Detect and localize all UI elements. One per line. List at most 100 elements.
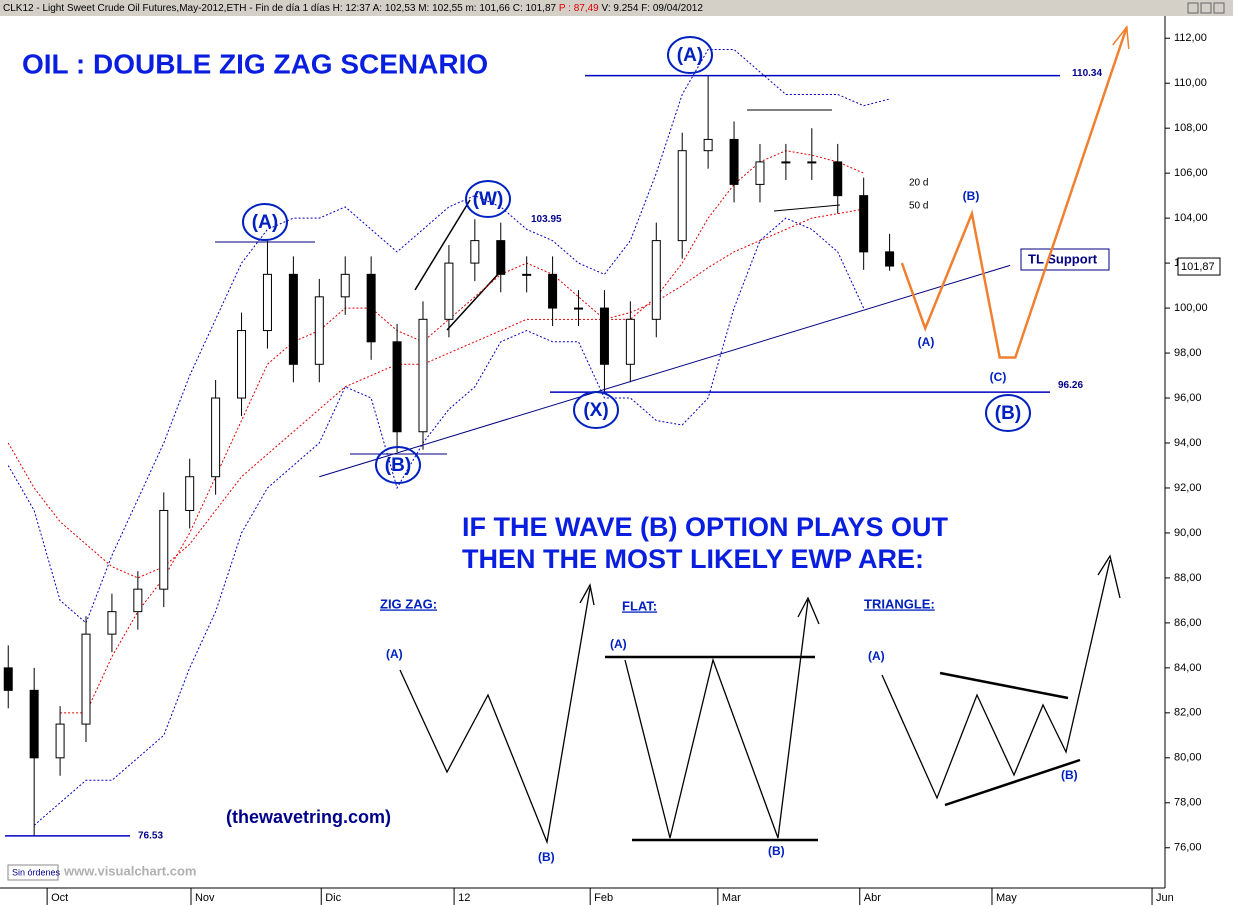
- x-tick-label: Jun: [1156, 892, 1174, 904]
- candle-body: [625, 318, 635, 365]
- candle-body: [574, 307, 584, 310]
- candle-body: [262, 273, 272, 332]
- y-tick-label: 80,00: [1174, 752, 1202, 764]
- candle-body: [807, 161, 817, 164]
- scenario-text: THEN THE MOST LIKELY EWP ARE:: [462, 544, 924, 574]
- y-tick-label: 84,00: [1174, 662, 1202, 674]
- candle-body: [548, 273, 558, 309]
- moving-average: [7, 208, 864, 579]
- level-label: 76.53: [138, 830, 163, 841]
- pattern-start: (A): [868, 649, 885, 663]
- pattern-start: (A): [386, 647, 403, 661]
- wave-circle: [465, 180, 511, 218]
- y-tick-label: 94,00: [1174, 437, 1202, 449]
- y-tick-label: 86,00: [1174, 617, 1202, 629]
- level-label: 96.26: [1058, 380, 1083, 391]
- pattern-sketches: [399, 554, 1121, 845]
- x-tick-label: Nov: [195, 892, 215, 904]
- wave-circle: [242, 203, 288, 241]
- wave-label: (X): [583, 400, 608, 421]
- candle-body: [107, 611, 117, 635]
- pattern-end: (B): [1061, 768, 1078, 782]
- credit: (thewavetring.com): [226, 807, 391, 827]
- candle-body: [133, 588, 143, 613]
- candle-body: [833, 161, 843, 197]
- x-tick-label: Feb: [594, 892, 613, 904]
- y-tick-label: 90,00: [1174, 527, 1202, 539]
- candle-body: [885, 251, 895, 267]
- x-tick-label: Dic: [325, 892, 341, 904]
- wave-circle: [375, 446, 421, 484]
- y-tick-label: 78,00: [1174, 797, 1202, 809]
- chart-title: OIL : DOUBLE ZIG ZAG SCENARIO: [22, 48, 488, 79]
- candle-body: [781, 161, 791, 164]
- y-tick-label: 96,00: [1174, 392, 1202, 404]
- y-tick-label: 100,00: [1174, 302, 1208, 314]
- pattern-title: TRIANGLE:: [864, 596, 935, 611]
- candle-body: [522, 273, 532, 276]
- scenario-text: IF THE WAVE (B) OPTION PLAYS OUT: [462, 512, 949, 542]
- x-tick-label: 12: [458, 892, 470, 904]
- window-buttons: [1187, 2, 1225, 14]
- ma-label: 50 d: [909, 201, 928, 212]
- header-tail: V: 9.254 F: 09/04/2012: [602, 3, 704, 14]
- tl-box: [1020, 248, 1110, 271]
- x-tick-label: Abr: [864, 892, 881, 904]
- wave-label: (W): [473, 189, 504, 210]
- moving-average: [60, 150, 864, 714]
- candle-body: [677, 150, 687, 242]
- candle-body: [599, 307, 609, 365]
- candle-body: [366, 273, 376, 343]
- candle-body: [470, 240, 480, 264]
- candle-body: [651, 240, 661, 320]
- candle-body: [81, 633, 91, 725]
- projection-label: (A): [918, 335, 935, 349]
- candle-body: [729, 138, 739, 185]
- y-tick-label: 98,00: [1174, 347, 1202, 359]
- structure-lines: [215, 109, 841, 455]
- trendline: [319, 264, 1011, 478]
- x-tick-label: Mar: [722, 892, 741, 904]
- projection-label: (C): [990, 370, 1007, 384]
- wave-label: (B): [385, 455, 411, 476]
- last-price-box: [1177, 257, 1221, 276]
- header-text: CLK12 - Light Sweet Crude Oil Futures,Ma…: [3, 3, 557, 14]
- y-tick-label: 88,00: [1174, 572, 1202, 584]
- header-info: CLK12 - Light Sweet Crude Oil Futures,Ma…: [3, 3, 703, 14]
- pattern-title: FLAT:: [622, 598, 657, 613]
- pattern-title: ZIG ZAG:: [380, 596, 437, 611]
- candle-body: [159, 509, 169, 590]
- candle-body: [55, 723, 65, 759]
- ma-label: 20 d: [909, 178, 928, 189]
- header-bar: [0, 0, 1233, 16]
- y-tick-label: 106,00: [1174, 167, 1208, 179]
- status-box: [7, 864, 59, 881]
- y-tick-label: 112,00: [1174, 32, 1207, 44]
- wave-label: (B): [995, 403, 1021, 424]
- pattern-end: (B): [538, 850, 555, 864]
- candle-body: [496, 240, 506, 275]
- tl-label: TL Support: [1028, 251, 1098, 266]
- level-label: 103.95: [531, 214, 562, 225]
- y-tick-label: 76,00: [1174, 842, 1202, 854]
- level-label: 110.34: [1072, 68, 1102, 79]
- wave-label: (A): [677, 45, 703, 66]
- y-tick-label: 92,00: [1174, 482, 1202, 494]
- x-tick-label: May: [996, 892, 1017, 904]
- pattern-end: (B): [768, 844, 785, 858]
- y-tick-label: 108,00: [1174, 122, 1208, 134]
- candle-body: [314, 296, 324, 365]
- wave-circle: [573, 391, 619, 429]
- y-tick-label: 82,00: [1174, 707, 1202, 719]
- wave-circle: [667, 36, 713, 74]
- wave-label: (A): [252, 212, 278, 233]
- candle-body: [340, 273, 350, 298]
- status: Sin órdenes: [12, 867, 61, 877]
- pattern-start: (A): [610, 637, 627, 651]
- site: www.visualchart.com: [63, 863, 196, 878]
- candle-body: [3, 667, 13, 691]
- last-price: 101,87: [1181, 261, 1215, 273]
- candle-body: [185, 476, 195, 511]
- projection: [900, 26, 1128, 359]
